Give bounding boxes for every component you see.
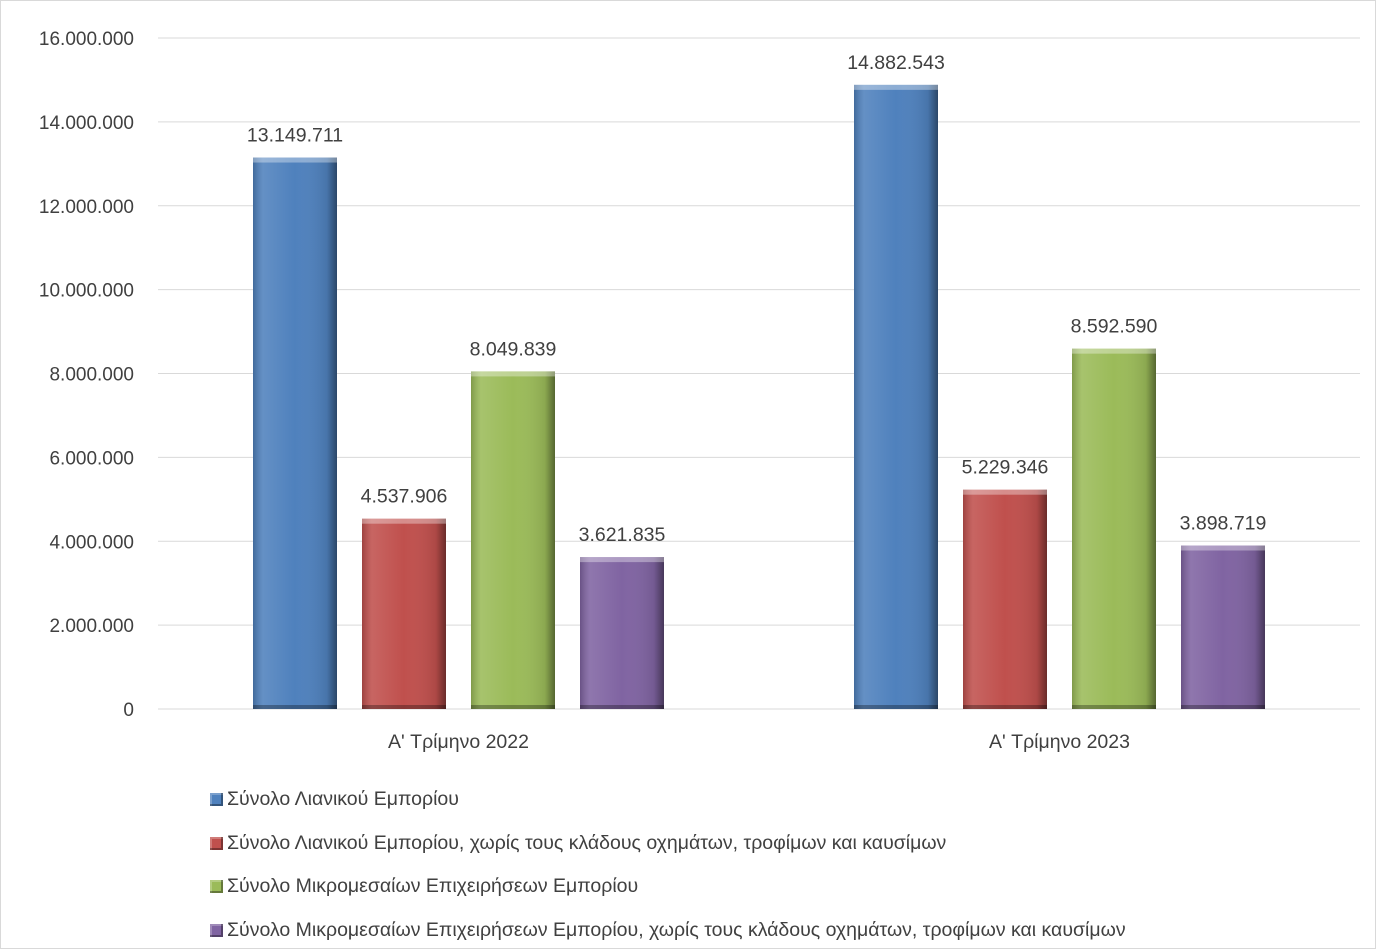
bar-bottom-bevel (1181, 705, 1265, 709)
bar (963, 490, 1047, 709)
bar-bottom-bevel (963, 705, 1047, 709)
legend-swatch (210, 880, 223, 893)
bar-shading (1072, 349, 1156, 709)
bar-shading (580, 557, 664, 709)
bars (253, 85, 1265, 709)
bar-top-bevel (253, 158, 337, 163)
y-tick-label: 16.000.000 (39, 29, 134, 50)
y-tick-label: 14.000.000 (39, 113, 134, 134)
bar-shading (471, 371, 555, 709)
legend-swatch (210, 837, 223, 850)
bar (1072, 349, 1156, 709)
data-label: 5.229.346 (962, 457, 1049, 479)
bar-shading (854, 85, 938, 709)
y-tick-label: 12.000.000 (39, 197, 134, 218)
bar-top-bevel (471, 371, 555, 376)
x-category-label: A' Τρίμηνο 2023 (989, 731, 1130, 753)
y-tick-label: 10.000.000 (39, 281, 134, 302)
y-tick-label: 8.000.000 (49, 365, 134, 386)
bar-top-bevel (854, 85, 938, 90)
bar-shading (253, 158, 337, 709)
bar-bottom-bevel (471, 705, 555, 709)
bar (253, 158, 337, 709)
y-tick-label: 6.000.000 (49, 448, 134, 469)
x-axis-category-labels: A' Τρίμηνο 2022 A' Τρίμηνο 2023 (388, 731, 1130, 753)
legend-item: Σύνολο Μικρομεσαίων Επιχειρήσεων Εμπορίο… (210, 909, 1126, 952)
data-label: 8.049.839 (470, 338, 557, 360)
legend-item: Σύνολο Λιανικού Εμπορίου, χωρίς τους κλά… (210, 822, 1126, 866)
bar (580, 557, 664, 709)
bar-bottom-bevel (253, 705, 337, 709)
legend-swatch (210, 793, 223, 806)
data-label: 3.898.719 (1180, 512, 1267, 534)
legend: Σύνολο Λιανικού Εμπορίου Σύνολο Λιανικού … (210, 778, 1126, 952)
data-label: 14.882.543 (847, 52, 945, 74)
legend-label: Σύνολο Μικρομεσαίων Επιχειρήσεων Εμπορίο… (227, 919, 1126, 942)
bar-top-bevel (963, 490, 1047, 495)
y-tick-label: 4.000.000 (49, 532, 134, 553)
bar (471, 371, 555, 709)
legend-label: Σύνολο Λιανικού Εμπορίου (227, 788, 459, 811)
bar (362, 519, 446, 709)
legend-item: Σύνολο Μικρομεσαίων Επιχειρήσεων Εμπορίο… (210, 865, 1126, 909)
data-label: 4.537.906 (361, 486, 448, 508)
legend-label: Σύνολο Λιανικού Εμπορίου, χωρίς τους κλά… (227, 832, 946, 855)
bar-top-bevel (1072, 349, 1156, 354)
bar (854, 85, 938, 709)
x-category-label: A' Τρίμηνο 2022 (388, 731, 529, 753)
legend-item: Σύνολο Λιανικού Εμπορίου (210, 778, 1126, 822)
bar-shading (362, 519, 446, 709)
data-label: 3.621.835 (579, 524, 666, 546)
bar-bottom-bevel (1072, 705, 1156, 709)
data-label: 8.592.590 (1071, 316, 1158, 338)
bar-bottom-bevel (854, 705, 938, 709)
bar (1181, 545, 1265, 709)
bar-bottom-bevel (580, 705, 664, 709)
bar-chart: 0 2.000.000 4.000.000 6.000.000 8.000.000 10.… (0, 0, 1378, 770)
bar-top-bevel (362, 519, 446, 524)
legend-label: Σύνολο Μικρομεσαίων Επιχειρήσεων Εμπορίο… (227, 875, 638, 898)
legend-swatch (210, 924, 223, 937)
y-axis-tick-labels: 0 2.000.000 4.000.000 6.000.000 8.000.000 10.… (39, 29, 134, 721)
y-tick-label: 0 (123, 700, 134, 721)
y-tick-label: 2.000.000 (49, 616, 134, 637)
bar-top-bevel (1181, 545, 1265, 550)
bar-shading (1181, 545, 1265, 709)
bar-bottom-bevel (362, 705, 446, 709)
bar-top-bevel (580, 557, 664, 562)
bar-shading (963, 490, 1047, 709)
data-label: 13.149.711 (247, 125, 343, 147)
